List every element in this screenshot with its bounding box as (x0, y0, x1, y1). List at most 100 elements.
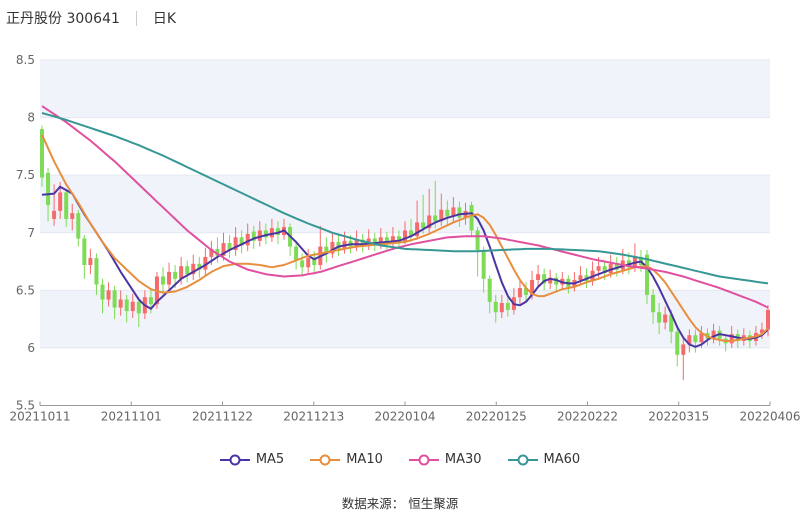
x-tick-label: 20211101 (101, 410, 162, 424)
candle-up (499, 303, 504, 313)
candle-down (112, 290, 117, 308)
x-tick-label: 20220222 (557, 410, 618, 424)
candle-down (614, 263, 619, 270)
candle-down (505, 303, 510, 310)
candle-down (263, 230, 268, 238)
candle-down (396, 236, 401, 242)
ma5-legend-item[interactable]: MA5 (219, 452, 284, 467)
candle-down (324, 246, 329, 254)
ma10-line (41, 134, 769, 342)
candle-up (245, 233, 250, 246)
x-tick-label: 20211213 (283, 410, 344, 424)
candle-up (233, 237, 238, 251)
tab-daily-k[interactable]: 日K (152, 11, 177, 27)
y-tick-label: 7 (27, 226, 35, 240)
x-tick-label: 20220104 (374, 410, 435, 424)
candle-down (409, 230, 414, 237)
candle-down (185, 266, 190, 275)
candle-up (439, 209, 444, 222)
candle-down (457, 207, 462, 218)
candle-down (493, 301, 498, 313)
candle-down (197, 263, 202, 270)
candle-up (330, 241, 335, 254)
candle-up (578, 275, 583, 280)
candle-down (693, 335, 698, 343)
ma30-legend-item[interactable]: MA30 (408, 452, 482, 467)
x-tick-label: 20211011 (9, 410, 70, 424)
candle-up (130, 301, 135, 312)
y-tick-label: 5.5 (16, 399, 35, 413)
ma60-line (41, 112, 769, 285)
plot-band (40, 60, 770, 118)
candle-up (699, 332, 704, 343)
candle-down (94, 258, 99, 285)
chart-header: 正丹股份 300641 日K (6, 8, 176, 28)
candle-down (46, 172, 51, 206)
candle-up (306, 258, 311, 268)
candle-up (354, 239, 359, 247)
candle-down (275, 228, 280, 236)
candle-down (469, 205, 474, 231)
candle-down (64, 192, 69, 219)
ma5-legend-marker-icon (219, 454, 250, 465)
legend-label: MA30 (444, 452, 482, 467)
candle-up (221, 243, 226, 256)
x-tick-label: 20220125 (466, 410, 527, 424)
candle-down (136, 301, 141, 314)
candle-down (445, 209, 450, 217)
candle-down (173, 271, 178, 279)
candle-down (372, 238, 377, 245)
candle-down (487, 278, 492, 302)
candle-up (729, 334, 734, 344)
candle-down (336, 241, 341, 249)
candle-up (687, 335, 692, 345)
candle-up (530, 279, 535, 295)
candle-up (427, 215, 432, 229)
candle-down (481, 250, 486, 279)
ma30-line (41, 105, 769, 309)
x-tick-label: 20220406 (739, 410, 800, 424)
candle-down (40, 129, 44, 178)
candle-up (759, 329, 764, 333)
candle-up (209, 248, 214, 257)
candle-up (88, 258, 93, 265)
plot-band (40, 290, 770, 348)
candle-down (300, 260, 305, 268)
candle-down (215, 248, 220, 256)
candle-up (517, 288, 522, 298)
candle-down (554, 277, 559, 285)
legend-label: MA10 (346, 452, 383, 467)
stock-title: 正丹股份 300641 (6, 11, 120, 27)
x-tick-label: 20211122 (192, 410, 253, 424)
candle-up (596, 266, 601, 271)
candle-down (227, 243, 232, 251)
candle-up (378, 237, 383, 245)
candle-up (681, 344, 686, 355)
candle-down (645, 254, 649, 295)
candle-up (58, 192, 63, 211)
candle-down (161, 276, 165, 285)
candle-down (433, 215, 438, 222)
ma60-legend-item[interactable]: MA60 (507, 452, 581, 467)
candle-up (608, 263, 613, 274)
candle-up (257, 230, 262, 241)
y-tick-label: 6 (27, 341, 35, 355)
candle-down (384, 237, 389, 244)
candle-down (82, 238, 87, 265)
chart-legend: MA5 MA10 MA30 MA60 (0, 452, 800, 467)
candle-down (312, 258, 317, 265)
candle-up (548, 277, 553, 284)
candle-down (669, 314, 674, 332)
ma10-legend-item[interactable]: MA10 (310, 452, 383, 467)
candle-up (766, 309, 770, 330)
candle-down (657, 312, 662, 323)
candle-down (421, 222, 426, 229)
candle-down (294, 246, 299, 261)
ma5-line (41, 185, 769, 348)
legend-label: MA60 (543, 452, 581, 467)
header-divider (135, 10, 137, 26)
ma10-legend-marker-icon (310, 454, 341, 465)
candle-up (70, 213, 75, 219)
candle-down (100, 284, 105, 300)
